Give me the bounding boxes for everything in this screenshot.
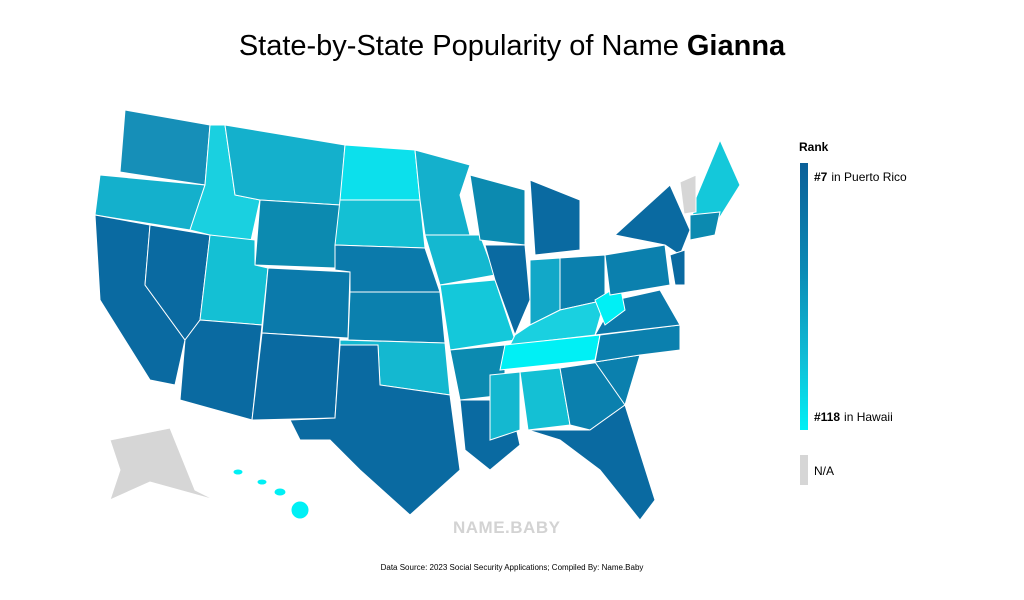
state xyxy=(256,478,268,486)
legend-title: Rank xyxy=(799,140,829,154)
state xyxy=(251,332,341,421)
state xyxy=(527,404,656,521)
state xyxy=(273,487,287,497)
states xyxy=(94,109,741,521)
legend-gradient xyxy=(800,163,808,430)
title: State-by-State Popularity of Name Gianna xyxy=(0,30,1024,63)
watermark: NAME.BABY xyxy=(453,518,561,537)
title-name: Gianna xyxy=(686,30,786,62)
legend-top-place: in Puerto Rico xyxy=(831,170,907,184)
state xyxy=(529,179,581,256)
state xyxy=(669,249,686,286)
state xyxy=(613,184,691,256)
state xyxy=(347,291,446,344)
legend-top: #7 in Puerto Rico xyxy=(814,170,907,184)
state xyxy=(224,124,346,206)
legend-bottom-place: in Hawaii xyxy=(844,410,893,424)
state xyxy=(489,371,521,441)
state xyxy=(289,344,461,516)
title-prefix: State-by-State Popularity of Name xyxy=(238,30,679,62)
state xyxy=(334,199,426,249)
state xyxy=(261,267,351,339)
state xyxy=(604,244,671,296)
state xyxy=(290,500,310,520)
state xyxy=(232,468,244,476)
legend-bottom: #118 in Hawaii xyxy=(814,410,893,424)
legend-na: N/A xyxy=(814,464,835,478)
state xyxy=(119,109,211,186)
legend-bottom-rank: #118 xyxy=(814,410,841,424)
state xyxy=(179,319,263,421)
source: Data Source: 2023 Social Security Applic… xyxy=(380,563,644,572)
legend-na-swatch xyxy=(800,455,808,485)
state xyxy=(414,149,471,236)
state xyxy=(484,244,531,337)
state xyxy=(339,144,421,201)
legend-top-rank: #7 xyxy=(814,170,828,184)
state xyxy=(679,174,697,215)
state xyxy=(689,211,721,241)
state xyxy=(334,244,441,293)
state xyxy=(109,427,216,501)
state xyxy=(254,199,341,269)
